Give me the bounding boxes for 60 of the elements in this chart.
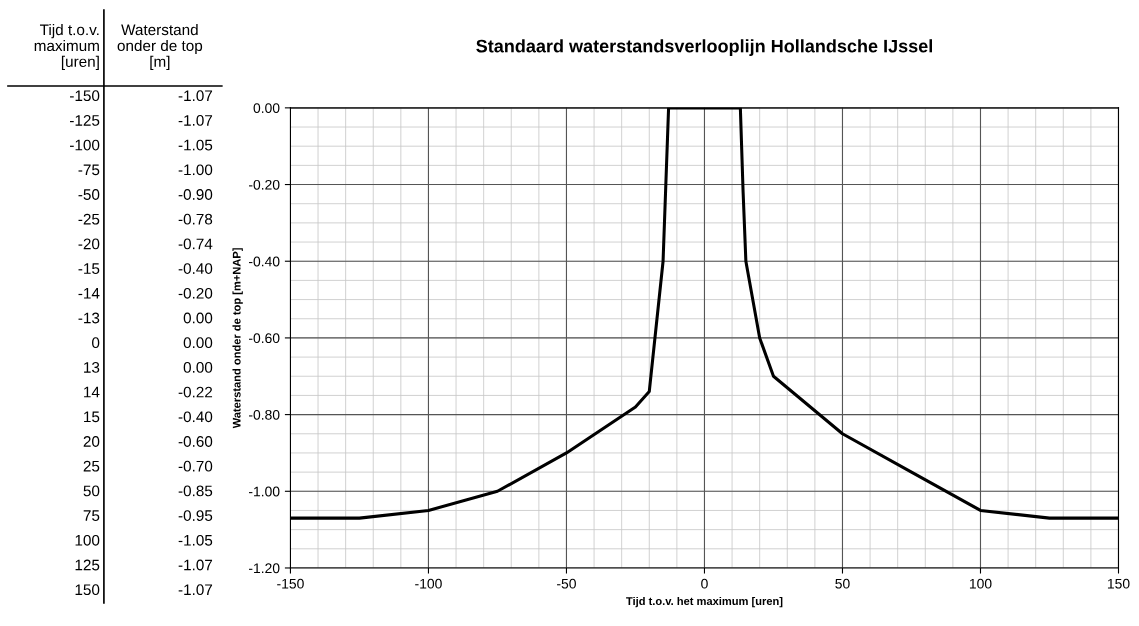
text: 20 — [83, 436, 100, 447]
text: -15 — [78, 263, 100, 274]
text: -0.90 — [178, 189, 213, 200]
y-tick-label: 0.00 — [253, 103, 280, 114]
text: 50 — [83, 485, 100, 497]
y-tick-label: -1.00 — [248, 486, 280, 497]
text: -100 — [70, 139, 100, 151]
x-tick-label: 100 — [969, 578, 992, 589]
text: -1.05 — [178, 534, 213, 546]
text: -1.05 — [178, 139, 213, 151]
text: 25 — [83, 460, 100, 472]
text: -0.20 — [178, 287, 213, 299]
chart-title: Standaard waterstandsverlooplijn Hollandsche IJssel — [476, 39, 932, 57]
x-tick-label: -50 — [557, 578, 576, 589]
x-axis-title: Tijd t.o.v. het maximum [uren] — [626, 596, 783, 608]
text: -0.85 — [178, 485, 213, 497]
text: 13 — [84, 361, 100, 373]
text: Waterstand onder de top [m] — [117, 23, 203, 71]
text: -1.00 — [178, 164, 213, 176]
text: -1.07 — [178, 90, 213, 102]
y-axis-title: Waterstand onder de top [m+NAP] — [232, 248, 243, 429]
text: -0.40 — [178, 263, 213, 274]
text: -0.60 — [178, 436, 213, 447]
text: -1.07 — [178, 584, 213, 596]
text: 0.00 — [183, 337, 213, 349]
y-tick-label: -0.60 — [248, 333, 280, 344]
text: -0.78 — [178, 213, 213, 225]
y-tick-label: -0.80 — [248, 409, 280, 420]
text: 0 — [92, 337, 100, 349]
x-tick-label: -100 — [415, 578, 442, 589]
x-tick-label: -150 — [277, 578, 304, 589]
text: -125 — [70, 114, 100, 126]
text: -0.40 — [178, 411, 213, 423]
text: -150 — [70, 90, 100, 102]
text: -1.07 — [178, 559, 213, 571]
text: -0.74 — [178, 238, 213, 250]
text: -1.07 — [178, 114, 213, 126]
text: -75 — [78, 164, 100, 176]
text: 0.00 — [183, 361, 213, 373]
text: 14 — [84, 386, 100, 398]
text: -0.22 — [178, 386, 213, 398]
y-tick-label: -0.40 — [248, 256, 280, 267]
text: 0.00 — [183, 312, 213, 324]
text: 100 — [75, 534, 100, 546]
text: -50 — [78, 189, 100, 200]
text: -25 — [78, 213, 100, 225]
text: -14 — [78, 288, 100, 299]
text: -20 — [78, 238, 100, 250]
x-tick-label: 150 — [1107, 578, 1130, 589]
x-tick-label: 50 — [835, 578, 850, 589]
y-tick-label: -1.20 — [248, 563, 280, 574]
text: 15 — [84, 411, 100, 423]
x-tick-label: 0 — [701, 578, 708, 589]
text: 75 — [83, 510, 100, 521]
text: -0.70 — [178, 460, 213, 472]
text: -0.95 — [178, 510, 213, 521]
text: Tijd t.o.v. maximum [uren] — [34, 23, 99, 71]
text: -13 — [78, 312, 100, 324]
y-tick-label: -0.20 — [248, 179, 280, 190]
text: 125 — [75, 559, 100, 571]
